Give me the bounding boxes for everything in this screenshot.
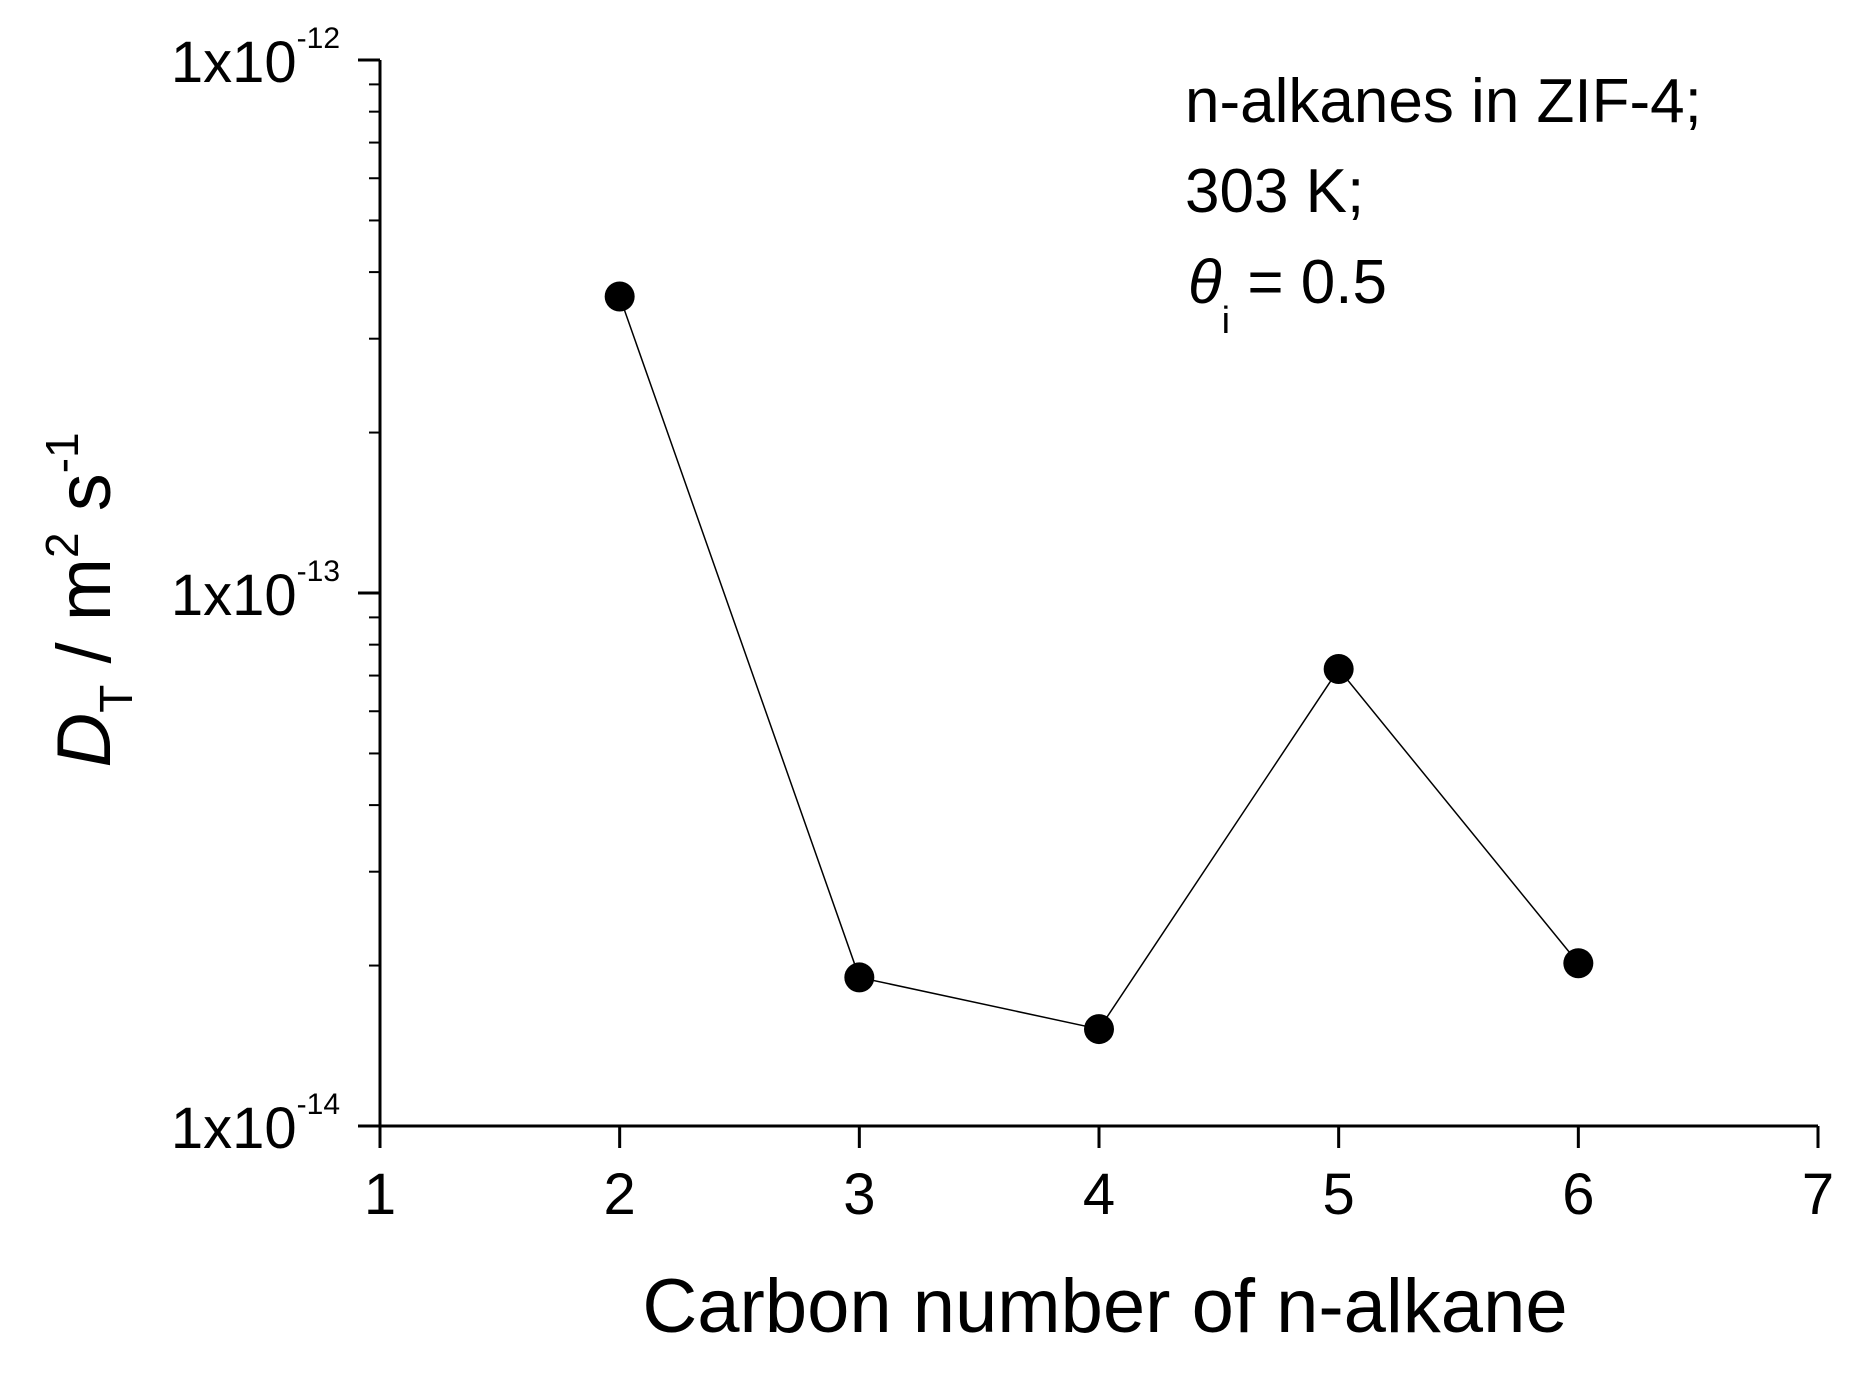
data-point	[1084, 1014, 1114, 1045]
data-points	[604, 281, 1594, 1045]
x-tick-label: 1	[364, 1162, 396, 1227]
y-axis-label-symbol: D	[42, 713, 127, 768]
y-axis-label-unit-mid: s	[42, 473, 127, 532]
data-point	[844, 962, 875, 993]
y-axis-label-sup-1: 2	[36, 532, 88, 558]
y-tick-label: 1x10-14	[171, 1088, 340, 1161]
x-tick-label: 7	[1802, 1162, 1834, 1227]
x-tick-label: 5	[1323, 1162, 1355, 1227]
y-axis-label: DT / m2 s-1	[36, 432, 142, 767]
x-tick-label: 2	[604, 1162, 636, 1227]
y-tick-label: 1x10-12	[171, 22, 340, 95]
series-line	[618, 296, 1579, 1030]
annotation-theta-subscript: i	[1222, 300, 1230, 342]
y-axis-label-sup-2: -1	[36, 432, 88, 473]
axes: 1 2 3 4 5 6 7 1x10-12 1x10-13 1x10-14	[171, 22, 1834, 1227]
y-axis-label-unit-prefix: / m	[42, 558, 127, 685]
annotation: n-alkanes in ZIF-4; 303 K; θi = 0.5	[1185, 67, 1702, 342]
x-tick-label: 4	[1083, 1162, 1115, 1227]
data-point	[604, 281, 635, 312]
x-tick-label: 3	[843, 1162, 875, 1227]
annotation-line-3: θi = 0.5	[1188, 248, 1387, 342]
annotation-line-2: 303 K;	[1185, 157, 1364, 226]
annotation-line-1: n-alkanes in ZIF-4;	[1185, 67, 1702, 136]
x-axis-label: Carbon number of n-alkane	[642, 1264, 1567, 1349]
y-axis-label-subscript: T	[90, 685, 142, 713]
annotation-theta-value: = 0.5	[1230, 248, 1387, 317]
annotation-theta-symbol: θ	[1188, 248, 1222, 317]
data-point	[1563, 948, 1594, 979]
y-tick-label: 1x10-13	[171, 555, 340, 628]
x-tick-label: 6	[1562, 1162, 1594, 1227]
data-point	[1323, 654, 1354, 685]
series-polyline	[618, 296, 1579, 1030]
